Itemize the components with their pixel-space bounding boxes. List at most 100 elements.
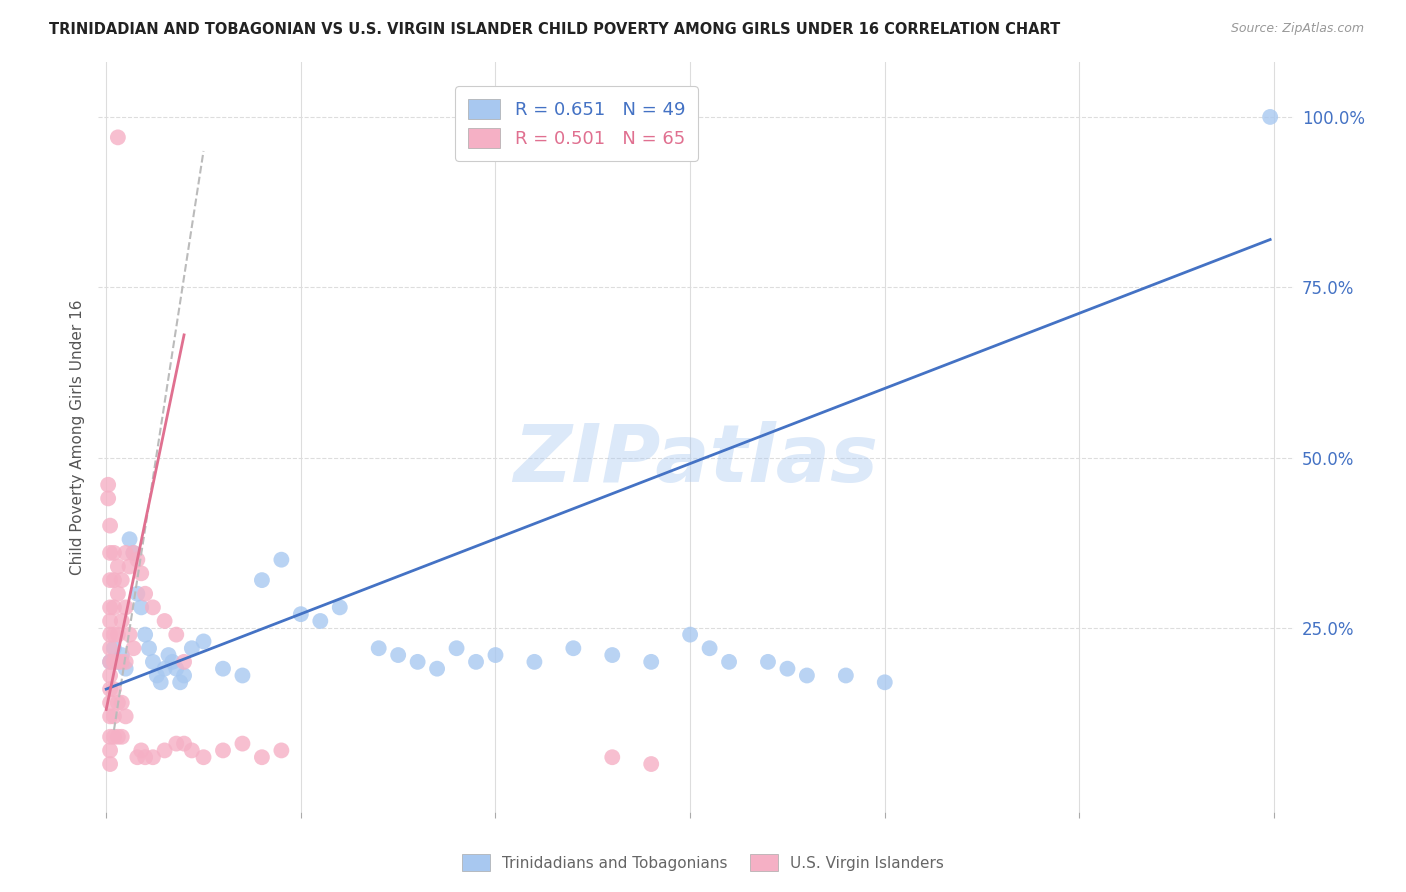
Point — [756, 655, 779, 669]
Point — [103, 641, 125, 656]
Point — [98, 518, 121, 533]
Point — [134, 627, 156, 641]
Point — [600, 648, 623, 662]
Point — [250, 573, 273, 587]
Point — [138, 641, 160, 656]
Point — [250, 750, 273, 764]
Point — [97, 477, 120, 491]
Point — [165, 627, 187, 641]
Point — [796, 668, 818, 682]
Legend: Trinidadians and Tobagonians, U.S. Virgin Islanders: Trinidadians and Tobagonians, U.S. Virgi… — [456, 848, 950, 877]
Point — [180, 743, 202, 757]
Point — [118, 627, 141, 641]
Point — [600, 750, 623, 764]
Point — [162, 655, 184, 669]
Point — [103, 546, 125, 560]
Point — [142, 655, 165, 669]
Point — [153, 662, 176, 676]
Point — [640, 757, 662, 772]
Point — [523, 655, 546, 669]
Point — [127, 552, 149, 566]
Legend: R = 0.651   N = 49, R = 0.501   N = 65: R = 0.651 N = 49, R = 0.501 N = 65 — [456, 87, 697, 161]
Point — [114, 662, 136, 676]
Point — [309, 614, 332, 628]
Point — [127, 750, 149, 764]
Point — [465, 655, 488, 669]
Point — [426, 662, 449, 676]
Point — [173, 655, 195, 669]
Point — [122, 546, 145, 560]
Point — [111, 573, 134, 587]
Point — [165, 662, 187, 676]
Point — [98, 709, 121, 723]
Point — [103, 627, 125, 641]
Point — [835, 668, 858, 682]
Point — [776, 662, 799, 676]
Point — [173, 737, 195, 751]
Point — [103, 655, 125, 669]
Point — [231, 737, 253, 751]
Point — [98, 757, 121, 772]
Point — [107, 559, 129, 574]
Point — [165, 737, 187, 751]
Text: ZIPatlas: ZIPatlas — [513, 420, 879, 499]
Point — [98, 641, 121, 656]
Point — [290, 607, 312, 622]
Point — [562, 641, 585, 656]
Point — [98, 696, 121, 710]
Point — [103, 730, 125, 744]
Point — [98, 682, 121, 697]
Point — [107, 587, 129, 601]
Point — [180, 641, 202, 656]
Point — [107, 627, 129, 641]
Point — [129, 600, 152, 615]
Point — [153, 614, 176, 628]
Point — [111, 614, 134, 628]
Point — [114, 546, 136, 560]
Point — [122, 546, 145, 560]
Point — [114, 600, 136, 615]
Point — [406, 655, 429, 669]
Point — [329, 600, 352, 615]
Point — [193, 634, 215, 648]
Point — [118, 533, 141, 547]
Point — [129, 566, 152, 581]
Point — [367, 641, 389, 656]
Point — [173, 668, 195, 682]
Text: TRINIDADIAN AND TOBAGONIAN VS U.S. VIRGIN ISLANDER CHILD POVERTY AMONG GIRLS UND: TRINIDADIAN AND TOBAGONIAN VS U.S. VIRGI… — [49, 22, 1060, 37]
Point — [111, 730, 134, 744]
Point — [142, 750, 165, 764]
Point — [111, 655, 134, 669]
Point — [146, 668, 169, 682]
Point — [98, 546, 121, 560]
Point — [387, 648, 409, 662]
Point — [679, 627, 702, 641]
Point — [134, 587, 156, 601]
Point — [97, 491, 120, 506]
Point — [107, 130, 129, 145]
Point — [107, 655, 129, 669]
Point — [212, 662, 235, 676]
Point — [134, 750, 156, 764]
Point — [149, 675, 172, 690]
Point — [103, 600, 125, 615]
Point — [98, 730, 121, 744]
Point — [118, 559, 141, 574]
Point — [212, 743, 235, 757]
Point — [103, 709, 125, 723]
Point — [142, 600, 165, 615]
Point — [98, 668, 121, 682]
Point — [107, 696, 129, 710]
Point — [873, 675, 896, 690]
Point — [114, 709, 136, 723]
Point — [107, 655, 129, 669]
Point — [114, 655, 136, 669]
Point — [127, 587, 149, 601]
Point — [446, 641, 468, 656]
Point — [484, 648, 506, 662]
Point — [103, 573, 125, 587]
Point — [122, 641, 145, 656]
Point — [718, 655, 741, 669]
Point — [169, 675, 191, 690]
Text: Source: ZipAtlas.com: Source: ZipAtlas.com — [1230, 22, 1364, 36]
